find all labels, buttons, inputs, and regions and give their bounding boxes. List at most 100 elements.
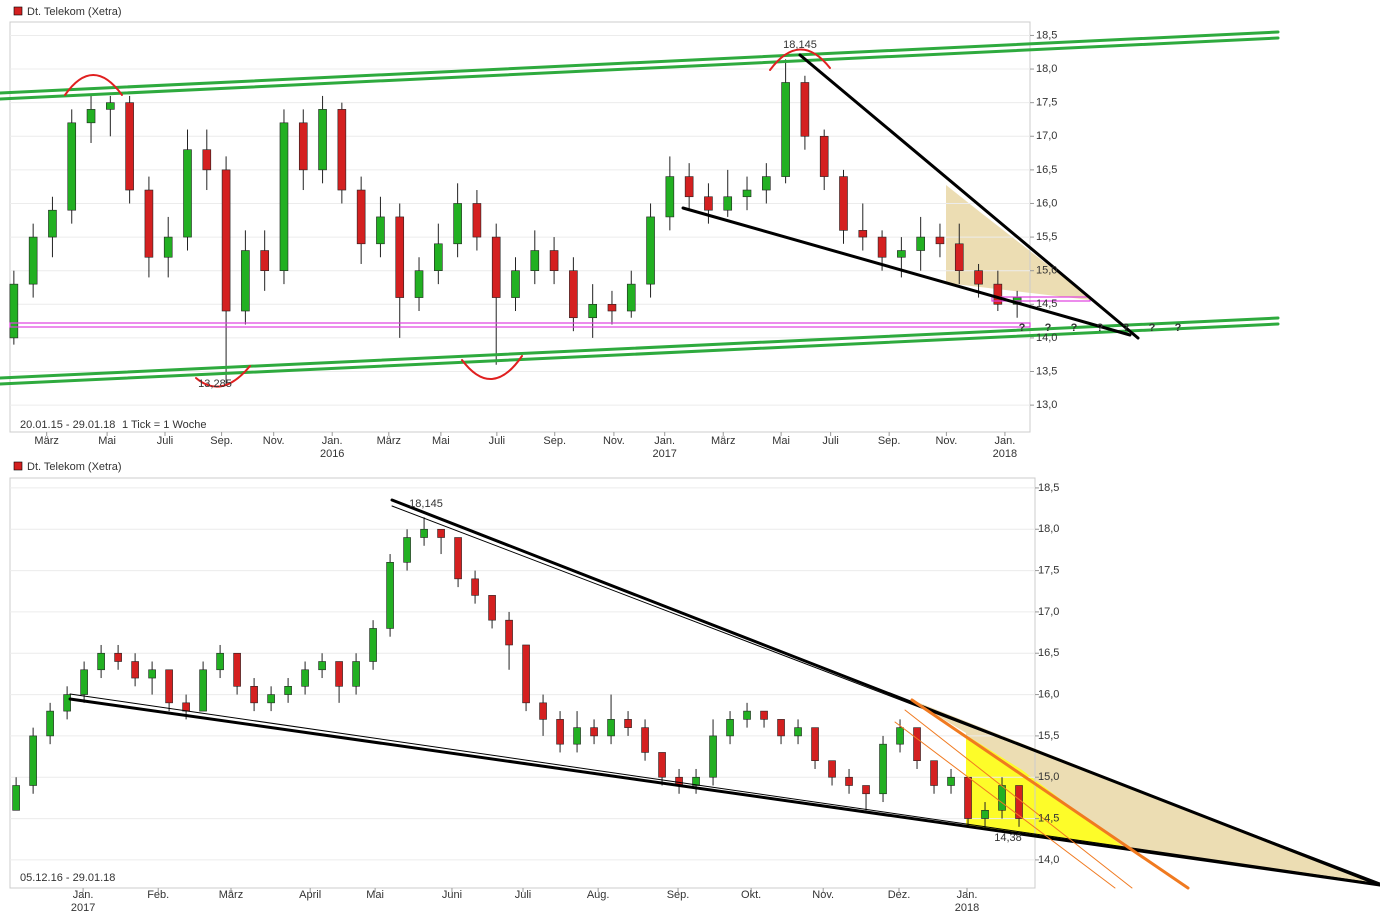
candle-body xyxy=(760,710,768,720)
x-tick-label: Sep. xyxy=(543,435,566,447)
annotation: 18,145 xyxy=(409,498,443,510)
arc xyxy=(64,74,123,96)
support-band xyxy=(9,322,1031,328)
candle-body xyxy=(935,236,945,245)
y-tick-label: 13,5 xyxy=(1036,365,1057,377)
x-tick-label: Mai xyxy=(432,435,450,447)
x-tick-label: Feb. xyxy=(147,889,169,901)
year-label: 2018 xyxy=(955,902,979,914)
candle-body xyxy=(916,236,925,251)
candle-body xyxy=(539,702,547,720)
legend-swatch xyxy=(13,6,23,16)
arc xyxy=(195,365,251,388)
candle-body xyxy=(588,303,597,319)
candle-body xyxy=(182,702,190,712)
y-tick-label: 14,0 xyxy=(1038,854,1059,866)
candle-body xyxy=(641,727,649,753)
candle-body xyxy=(12,785,20,811)
candle-body xyxy=(318,661,326,671)
candle-body xyxy=(998,785,1006,811)
candle-body xyxy=(665,176,675,218)
candle-body xyxy=(742,189,752,198)
candle-body xyxy=(298,122,308,171)
candle-body xyxy=(974,270,983,285)
x-tick-label: Jan. xyxy=(957,889,978,901)
trend-line xyxy=(69,693,1380,885)
candle-body xyxy=(420,528,428,538)
annotation: ? xyxy=(1019,322,1026,334)
candle-body xyxy=(511,270,520,298)
y-tick-label: 14,0 xyxy=(1036,332,1057,344)
y-tick-label: 13,0 xyxy=(1036,399,1057,411)
candle-body xyxy=(879,743,887,795)
candle-body xyxy=(46,710,54,737)
y-tick-label: 16,0 xyxy=(1038,688,1059,700)
trend-line xyxy=(904,709,1133,889)
annotation: ? xyxy=(1071,322,1078,334)
x-tick-label: März xyxy=(219,889,243,901)
x-tick-label: Jan. xyxy=(322,435,343,447)
candle-body xyxy=(97,652,105,671)
candle-body xyxy=(250,686,258,704)
x-tick-label: Jan. xyxy=(995,435,1016,447)
annotation: 1 Tick = 1 Woche xyxy=(122,419,206,431)
x-tick-label: März xyxy=(711,435,735,447)
candle-body xyxy=(284,686,292,695)
candle-body xyxy=(811,727,819,762)
x-tick-label: Sep. xyxy=(210,435,233,447)
candle-body xyxy=(386,562,394,629)
y-tick-label: 15,5 xyxy=(1038,730,1059,742)
candle-body xyxy=(216,652,224,671)
candle-body xyxy=(29,735,37,786)
candle-body xyxy=(692,776,700,786)
y-tick-label: 14,5 xyxy=(1038,812,1059,824)
y-tick-label: 17,5 xyxy=(1036,97,1057,109)
x-tick-label: Mai xyxy=(772,435,790,447)
year-label: 2018 xyxy=(993,448,1017,460)
candle-body xyxy=(471,578,479,596)
candle-body xyxy=(862,785,870,795)
trend-line xyxy=(798,53,1140,340)
candle-body xyxy=(505,619,513,646)
y-tick-label: 18,5 xyxy=(1038,482,1059,494)
candle-body xyxy=(877,236,887,258)
candle-body xyxy=(472,203,482,238)
trend-line xyxy=(910,698,1190,890)
candle-body xyxy=(845,776,853,786)
candle-body xyxy=(858,230,868,238)
x-tick-label: April xyxy=(299,889,321,901)
candle-body xyxy=(337,109,347,191)
candle-body xyxy=(202,149,212,171)
x-tick-label: Juli xyxy=(822,435,839,447)
trend-line xyxy=(0,322,1280,386)
trend-line xyxy=(0,30,1280,95)
x-tick-label: Mai xyxy=(98,435,116,447)
annotation: ? xyxy=(1045,322,1052,334)
candle-body xyxy=(762,176,771,191)
candle-body xyxy=(114,652,122,662)
x-tick-label: Sep. xyxy=(878,435,901,447)
year-label: 2017 xyxy=(652,448,676,460)
y-tick-label: 17,0 xyxy=(1036,130,1057,142)
candle-body xyxy=(221,169,231,312)
candle-body xyxy=(913,727,921,762)
x-tick-label: März xyxy=(377,435,401,447)
x-tick-label: Juli xyxy=(157,435,174,447)
candle-body xyxy=(569,270,578,319)
plot-frame xyxy=(9,477,1036,889)
candle-body xyxy=(684,176,694,198)
candle-body xyxy=(549,250,559,271)
x-tick-label: Juni xyxy=(442,889,462,901)
candle-body xyxy=(131,661,139,679)
y-tick-label: 14,5 xyxy=(1036,298,1057,310)
x-tick-label: Jan. xyxy=(73,889,94,901)
y-tick-label: 16,0 xyxy=(1036,197,1057,209)
x-tick-label: Dez. xyxy=(888,889,911,901)
y-tick-label: 16,5 xyxy=(1038,647,1059,659)
y-tick-label: 18,0 xyxy=(1036,63,1057,75)
candle-body xyxy=(144,189,154,258)
candle-body xyxy=(556,719,564,745)
candle-body xyxy=(437,528,445,538)
